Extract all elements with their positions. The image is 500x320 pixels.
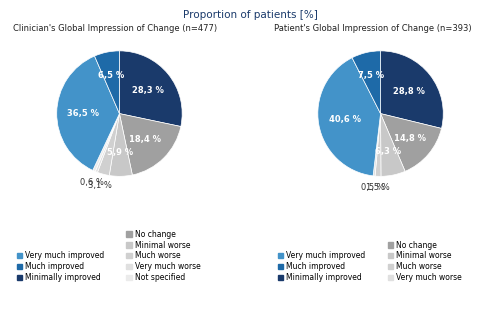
Text: 6,3 %: 6,3 % [376, 147, 402, 156]
Text: 6,5 %: 6,5 % [98, 71, 124, 80]
Text: 7,5 %: 7,5 % [358, 71, 384, 80]
Wedge shape [96, 114, 120, 172]
Legend: No change, Minimal worse, Much worse, Very much worse, Not specified: No change, Minimal worse, Much worse, Ve… [126, 230, 200, 282]
Text: 28,3 %: 28,3 % [132, 86, 164, 95]
Text: 18,4 %: 18,4 % [129, 135, 161, 144]
Wedge shape [375, 114, 381, 176]
Text: 0,6 %: 0,6 % [80, 178, 104, 187]
Wedge shape [120, 51, 182, 126]
Wedge shape [373, 114, 380, 176]
Text: 0,5 %: 0,5 % [361, 183, 385, 192]
Text: 40,6 %: 40,6 % [328, 116, 360, 124]
Wedge shape [94, 51, 120, 114]
Legend: No change, Minimal worse, Much worse, Very much worse: No change, Minimal worse, Much worse, Ve… [388, 241, 462, 282]
Wedge shape [92, 114, 120, 172]
Wedge shape [380, 51, 444, 128]
Text: 5,9 %: 5,9 % [107, 148, 134, 157]
Text: 3,1 %: 3,1 % [88, 180, 112, 190]
Wedge shape [380, 114, 442, 171]
Text: 28,8 %: 28,8 % [393, 87, 425, 96]
Wedge shape [109, 114, 132, 176]
Text: Clinician's Global Impression of Change (n=477): Clinician's Global Impression of Change … [13, 24, 217, 33]
Wedge shape [380, 114, 405, 176]
Text: Patient's Global Impression of Change (n=393): Patient's Global Impression of Change (n… [274, 24, 471, 33]
Text: 36,5 %: 36,5 % [67, 108, 99, 117]
Text: 1,5 %: 1,5 % [366, 183, 390, 192]
Wedge shape [318, 58, 380, 176]
Wedge shape [98, 114, 120, 175]
Text: 14,8 %: 14,8 % [394, 134, 426, 143]
Wedge shape [120, 114, 181, 175]
Wedge shape [56, 56, 120, 170]
Wedge shape [352, 51, 380, 114]
Text: Proportion of patients [%]: Proportion of patients [%] [182, 10, 318, 20]
